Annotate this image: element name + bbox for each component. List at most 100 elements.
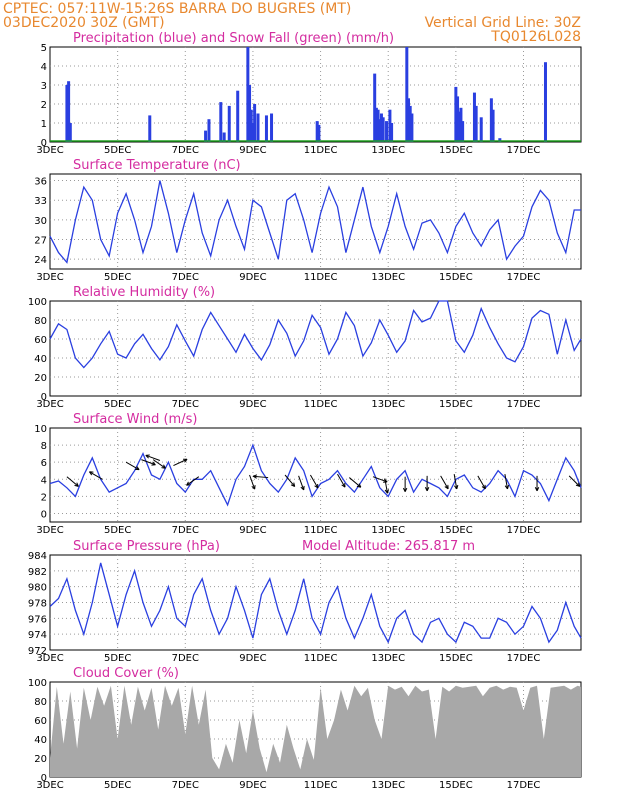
- y-tick-label: 974: [28, 630, 47, 641]
- wind-arrow-head: [76, 482, 79, 487]
- y-tick-label: 80: [34, 697, 47, 708]
- precip-bar: [251, 123, 255, 142]
- precip-bar: [68, 123, 72, 142]
- wind-arrow-head: [402, 487, 406, 492]
- x-tick-label: 15DEC: [439, 525, 473, 536]
- precip-bar: [408, 105, 412, 142]
- y-tick-label: 980: [28, 583, 47, 594]
- x-tick-label: 9DEC: [239, 272, 266, 283]
- x-tick-label: 11DEC: [304, 272, 338, 283]
- plot-frame: [49, 173, 582, 270]
- y-tick-label: 20: [34, 373, 47, 384]
- wind-arrow-shaft: [152, 459, 166, 469]
- x-tick-label: 3DEC: [36, 272, 63, 283]
- x-tick-label: 7DEC: [172, 780, 199, 791]
- panel-3: 0 20 40 60 80 100 3DEC 5DEC 7DEC 9DEC 11DEC 13DEC 15…: [28, 285, 582, 410]
- panel-4: 0 2 4 6 8 10 3DEC 5DEC 7DEC 9DEC 11DEC 13DEC 15DEC 17…: [34, 412, 582, 536]
- wind-arrow-head: [384, 489, 388, 494]
- precip-bar: [219, 102, 223, 142]
- wind-arrow-shaft: [477, 475, 486, 490]
- wind-arrow-head: [251, 485, 256, 490]
- precip-bar: [67, 81, 71, 142]
- x-tick-label: 17DEC: [507, 653, 541, 664]
- wind-arrow: [568, 475, 581, 487]
- wind-arrow-head: [74, 484, 79, 487]
- x-tick-label: 5DEC: [104, 272, 131, 283]
- panel-1: 0 1 2 3 4 5 3DEC 5DEC 7DEC 9DEC 11DEC 13DEC 15DEC 17D…: [36, 31, 582, 156]
- panels: 0 1 2 3 4 5 3DEC 5DEC 7DEC 9DEC 11DEC 13DEC 15DEC 17D…: [28, 31, 582, 791]
- precip-bar: [385, 121, 389, 142]
- precip-bar: [378, 119, 382, 142]
- model-altitude: Model Altitude: 265.817 m: [302, 539, 475, 554]
- x-tick-label: 9DEC: [239, 399, 266, 410]
- precip-bar: [405, 47, 409, 142]
- wind-arrow-head: [184, 458, 188, 463]
- y-tick-label: 60: [34, 335, 47, 346]
- y-tick-label: 100: [28, 678, 47, 689]
- x-tick-label: 15DEC: [439, 399, 473, 410]
- precip-bar: [472, 92, 476, 142]
- x-tick-label: 5DEC: [104, 399, 131, 410]
- precip-bar: [204, 130, 208, 142]
- precip-bar: [246, 47, 250, 142]
- wind-arrow: [384, 478, 390, 494]
- header-grid-note: Vertical Grid Line: 30Z: [425, 15, 581, 31]
- precip-bar: [388, 109, 392, 142]
- y-tick-label: 100: [28, 297, 47, 308]
- precip-bar: [270, 113, 274, 142]
- wind-arrow-shaft: [249, 474, 256, 490]
- wind-arrow-head: [481, 486, 486, 490]
- wind-arrow: [284, 474, 296, 487]
- wind-arrow-head: [290, 484, 295, 487]
- x-tick-label: 17DEC: [507, 780, 541, 791]
- wind-arrow: [152, 459, 166, 469]
- x-tick-label: 13DEC: [371, 525, 405, 536]
- y-tick-label: 0: [41, 773, 47, 784]
- wind-arrow-head: [341, 484, 346, 488]
- wind-arrow: [173, 458, 188, 467]
- precip-bar: [479, 117, 483, 142]
- series-line: [49, 443, 582, 507]
- x-tick-label: 5DEC: [104, 145, 131, 156]
- wind-arrow: [453, 474, 459, 490]
- y-tick-label: 4: [41, 62, 47, 73]
- precip-bar: [461, 121, 465, 142]
- precip-bar: [491, 109, 495, 142]
- wind-arrow-shaft: [141, 459, 156, 466]
- wind-arrow-head: [426, 487, 430, 492]
- x-tick-label: 7DEC: [172, 272, 199, 283]
- x-tick-label: 5DEC: [104, 780, 131, 791]
- y-tick-label: 3: [41, 81, 47, 92]
- wind-arrow-head: [575, 484, 580, 487]
- precip-bar: [373, 73, 377, 142]
- x-tick-label: 15DEC: [439, 145, 473, 156]
- wind-arrow-head: [293, 482, 296, 487]
- wind-arrow: [337, 473, 346, 488]
- wind-arrow: [89, 471, 103, 480]
- y-tick-label: 30: [34, 216, 47, 227]
- wind-arrow-head: [358, 483, 362, 488]
- x-tick-label: 17DEC: [507, 399, 541, 410]
- wind-arrow-head: [300, 486, 305, 491]
- panel-title: Precipitation (blue) and Snow Fall (gree…: [73, 31, 394, 46]
- y-tick-label: 2: [41, 100, 47, 111]
- wind-arrow-head: [404, 487, 408, 492]
- wind-arrow-head: [507, 484, 510, 490]
- wind-arrow: [534, 475, 540, 492]
- wind-arrow: [424, 475, 430, 492]
- wind-arrow-head: [89, 471, 93, 476]
- y-tick-label: 976: [28, 614, 47, 625]
- wind-arrow-head: [456, 484, 459, 490]
- wind-arrow-head: [186, 481, 189, 486]
- wind-arrow: [145, 454, 161, 461]
- wind-arrow-shaft: [453, 474, 458, 490]
- wind-arrow-shaft: [568, 475, 581, 487]
- wind-arrow-head: [145, 454, 149, 459]
- y-tick-label: 36: [34, 177, 47, 188]
- wind-arrow-shaft: [145, 454, 161, 461]
- wind-arrow: [402, 476, 408, 492]
- panel-2: 24 27 30 33 36 3DEC 5DEC 7DEC 9DEC 11DEC 13DEC 15DE…: [34, 158, 582, 283]
- header-location: CPTEC: 057:11W-15:26S BARRA DO BUGRES (M…: [3, 1, 351, 17]
- y-tick-label: 40: [34, 354, 47, 365]
- x-tick-label: 7DEC: [172, 653, 199, 664]
